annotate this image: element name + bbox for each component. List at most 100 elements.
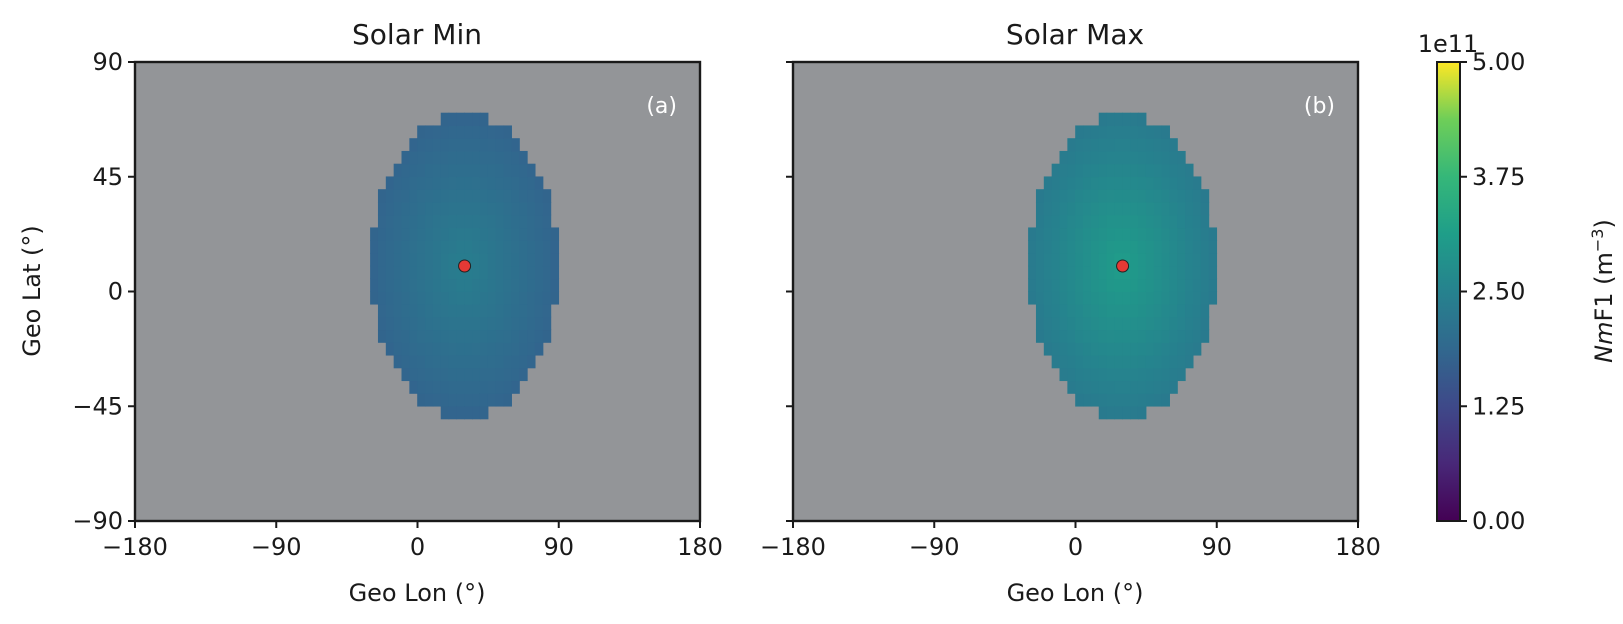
field-cell [527,316,536,331]
field-cell [1192,303,1202,318]
field-cell [503,240,512,254]
field-cell [1185,291,1194,305]
y-axis [786,61,793,522]
field-cell [456,291,465,305]
field-cell [1075,354,1084,369]
field-cell [1161,201,1170,216]
field-cell [519,214,528,229]
field-cell [1130,189,1139,203]
field-cell [393,163,403,178]
field-cell [1083,367,1092,382]
field-cell [1153,291,1163,305]
field-cell [1083,380,1092,394]
field-cell [385,176,395,190]
field-cell [1090,240,1100,254]
field-cell [1035,303,1045,318]
field-cell [1067,138,1076,152]
field-cell [1130,354,1139,369]
field-cell [432,227,442,241]
field-cell [1067,252,1076,267]
field-cell [1059,329,1068,343]
field-cell [1090,291,1100,305]
field-cell [1200,329,1210,343]
field-cell [519,329,528,343]
field-cell [1122,265,1131,280]
field-cell [1075,291,1084,305]
field-cell [1043,329,1053,343]
field-cell [472,367,481,382]
field-cell [1075,329,1084,343]
field-cell [1161,125,1170,139]
field-cell [534,189,544,203]
field-cell [519,163,528,178]
field-cell [1169,354,1178,369]
field-cell [377,240,387,254]
field-cell [1106,291,1116,305]
field-cell [1130,303,1139,318]
field-cell [456,214,465,229]
field-cell [1122,393,1131,407]
x-tick-label: 90 [543,533,574,561]
field-cell [1153,214,1163,229]
field-cell [456,150,465,165]
field-cell [527,227,536,241]
field-cell [417,201,426,216]
field-cell [1161,291,1170,305]
field-cell [1098,189,1108,203]
field-cell [1192,227,1202,241]
field-cell [479,393,489,407]
field-cell [1114,316,1123,331]
field-cell [1035,189,1045,203]
field-cell [487,265,497,280]
field-cell [1145,393,1155,407]
field-cell [1098,303,1108,318]
panel-solar-max: Solar Max (b) −180 −90 0 90 180 Geo Lon (°) [760,18,1381,607]
field-cell [425,380,434,394]
field-cell [1145,316,1155,331]
field-cell [1145,380,1155,394]
field-cell [511,291,520,305]
field-cell [1145,278,1155,292]
field-cell [409,303,418,318]
x-tick-label: 0 [1068,533,1083,561]
field-cell [1035,329,1045,343]
field-cell [1145,125,1155,139]
field-cell [1083,354,1092,369]
field-cell [1137,303,1147,318]
field-cell [1130,125,1139,139]
field-cell [479,329,489,343]
field-cell [1169,367,1178,382]
field-cell [393,189,403,203]
field-cell [1067,240,1076,254]
field-cell [440,354,450,369]
field-cell [1051,354,1061,369]
field-cell [1137,265,1147,280]
field-cell [519,367,528,382]
field-cell [503,189,512,203]
field-cell [1169,316,1178,331]
field-cell [417,227,426,241]
field-cell [1075,265,1084,280]
field-cell [1169,303,1178,318]
field-cell [1169,227,1178,241]
field-cell [1137,138,1147,152]
field-cell [1043,303,1053,318]
field-cell [1153,265,1163,280]
field-cell [1067,265,1076,280]
field-cell [456,278,465,292]
field-cell [393,342,403,356]
field-cell [1145,342,1155,356]
field-cell [550,240,560,254]
field-cell [1090,150,1100,165]
field-cell [1114,303,1123,318]
field-cell [1035,201,1045,216]
field-cell [464,329,473,343]
field-cell [456,329,465,343]
field-cell [487,252,497,267]
field-cell [511,176,520,190]
field-cell [1106,303,1116,318]
x-axis: −180 −90 0 90 180 [760,521,1381,561]
field-cell [464,138,473,152]
field-cell [464,201,473,216]
field-cell [1114,367,1123,382]
